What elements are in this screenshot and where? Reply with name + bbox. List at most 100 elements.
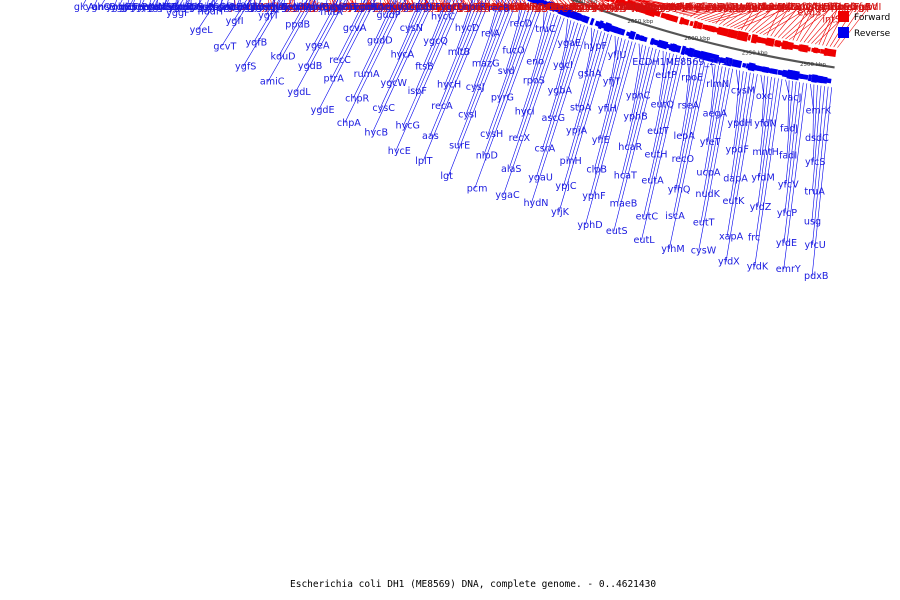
gene-label[interactable]: evgA <box>846 2 871 13</box>
gene-label[interactable]: hcaT <box>614 171 637 182</box>
gene-label[interactable]: prfB <box>309 2 329 13</box>
gene-label[interactable]: oxc <box>756 91 772 102</box>
gene-label[interactable]: mutS <box>535 2 560 13</box>
gene-label[interactable]: sdaB <box>464 2 488 13</box>
gene-label[interactable]: ygdR <box>367 2 392 13</box>
gene-label[interactable]: recN <box>592 2 614 13</box>
gene-label[interactable]: endA <box>206 2 231 13</box>
gene-label[interactable]: yfjD <box>696 2 715 13</box>
gene-label[interactable]: ygeM <box>326 2 352 13</box>
gene-label[interactable]: ygeG <box>382 2 407 13</box>
gene-label[interactable]: eutT <box>647 126 669 137</box>
gene-label[interactable]: fbaA <box>226 2 248 13</box>
gene-label[interactable]: ygeY <box>327 2 351 13</box>
gene-label[interactable]: ygeL <box>190 25 214 36</box>
gene-label[interactable]: csdA <box>422 2 445 13</box>
gene-label[interactable]: intA <box>619 2 639 13</box>
gene-label[interactable]: pphB <box>552 2 577 13</box>
gene-label[interactable]: vacJ <box>782 93 802 104</box>
gene-label[interactable]: mntH <box>752 147 778 158</box>
gene-label[interactable]: relA <box>481 29 500 40</box>
gene-label[interactable]: yfjR <box>673 2 692 13</box>
gene-label[interactable]: ygdD <box>397 2 422 13</box>
gene-label[interactable]: hemF <box>802 2 829 13</box>
gene-label[interactable]: ygeQ <box>251 2 277 13</box>
gene-label[interactable]: yfdI <box>806 2 824 13</box>
gene-label[interactable]: ansB <box>92 2 116 13</box>
gene-label[interactable]: hycI <box>515 107 535 118</box>
gene-label[interactable]: cmtB <box>231 2 256 13</box>
gene-label[interactable]: speB <box>155 2 179 13</box>
gene-label[interactable]: fucO <box>502 45 525 56</box>
gene-label[interactable]: ubiH <box>246 2 268 13</box>
gene-label[interactable]: chpA <box>337 118 361 129</box>
gene-label[interactable]: ygfX <box>241 2 263 13</box>
gene-label[interactable]: ygeK <box>372 2 397 13</box>
gene-label[interactable]: recA <box>431 101 453 112</box>
gene-label[interactable]: fucU <box>477 2 499 13</box>
gene-label[interactable]: ygeI <box>457 2 478 13</box>
gene-label[interactable]: hydN <box>523 198 548 209</box>
gene-label[interactable]: kduD <box>270 52 295 63</box>
gene-label[interactable]: csrA <box>534 144 555 155</box>
gene-label[interactable]: rumA <box>354 69 380 80</box>
gene-label[interactable]: yghG <box>106 2 131 13</box>
gene-label[interactable]: ygfQ <box>384 2 407 13</box>
gene-label[interactable]: yggP <box>124 2 148 13</box>
gene-label[interactable]: hyuA <box>349 2 374 13</box>
gene-label[interactable]: lplT <box>415 156 432 167</box>
gene-label[interactable]: lgt <box>440 171 453 182</box>
gene-label[interactable]: proX <box>488 2 511 13</box>
gene-label[interactable]: yfjT <box>603 76 621 87</box>
gene-label[interactable]: pinH <box>560 156 582 167</box>
gene-label[interactable]: srlR <box>565 2 584 13</box>
gene-label[interactable]: ygcK <box>263 2 287 13</box>
gene-label[interactable]: eutK <box>722 196 745 207</box>
gene-label[interactable]: yghJ <box>183 2 204 13</box>
gene-label[interactable]: hcaR <box>618 142 642 153</box>
gene-label[interactable]: fadJ <box>780 123 798 134</box>
gene-label[interactable]: hypD <box>520 2 545 13</box>
gene-label[interactable]: yfcV <box>778 179 799 190</box>
gene-label[interactable]: lysR <box>346 2 366 13</box>
gene-label[interactable]: ygbK <box>654 2 679 13</box>
gene-label[interactable]: ygfY <box>228 2 249 13</box>
gene-label[interactable]: nudK <box>695 189 720 200</box>
gene-label[interactable]: dsdC <box>805 133 829 144</box>
gene-label[interactable]: eutH <box>644 150 667 161</box>
gene-label[interactable]: pssA <box>696 2 719 13</box>
gene-label[interactable]: ygaZ <box>600 2 625 13</box>
gene-label[interactable]: norV <box>484 2 507 13</box>
gene-label[interactable]: araE <box>337 2 359 13</box>
gene-label[interactable]: xapA <box>719 232 744 243</box>
gene-label[interactable]: argK <box>366 2 389 13</box>
gene-label[interactable]: intS <box>822 14 841 25</box>
gene-label[interactable]: ygcW <box>381 78 408 89</box>
gene-label[interactable]: cysK <box>782 2 805 13</box>
gene-label[interactable]: ptrA <box>323 74 344 85</box>
gene-label[interactable]: eamB <box>696 2 724 13</box>
gene-label[interactable]: tktA <box>158 2 178 13</box>
gene-label[interactable]: ppdA <box>362 2 387 13</box>
gene-label[interactable]: hycC <box>431 12 455 23</box>
gene-label[interactable]: pheA <box>642 2 667 13</box>
gene-label[interactable]: yggD <box>169 2 194 13</box>
gene-label[interactable]: gcvP <box>281 2 304 13</box>
gene-label[interactable]: ECDH1ME8569_2430 <box>632 57 733 68</box>
gene-label[interactable]: proV <box>587 2 610 13</box>
gene-label[interactable]: mscS <box>146 2 172 13</box>
gene-label[interactable]: pepP <box>190 2 214 13</box>
gene-label[interactable]: yfdK <box>747 262 769 273</box>
gene-label[interactable]: ypjI <box>605 2 622 13</box>
gene-label[interactable]: gcvT <box>213 42 236 53</box>
gene-label[interactable]: srlE <box>472 2 490 13</box>
gene-label[interactable]: ygaX <box>498 2 523 13</box>
gene-label[interactable]: yfgD <box>743 2 766 13</box>
gene-label[interactable]: metK <box>346 2 372 13</box>
gene-label[interactable]: gutQ <box>542 2 566 13</box>
gene-label[interactable]: ppdB <box>285 20 310 31</box>
gene-label[interactable]: fhlA <box>496 2 515 13</box>
gene-label[interactable]: ypeC <box>825 2 850 13</box>
gene-label[interactable]: ygfO <box>327 2 350 13</box>
gene-label[interactable]: yfiP <box>579 2 597 13</box>
